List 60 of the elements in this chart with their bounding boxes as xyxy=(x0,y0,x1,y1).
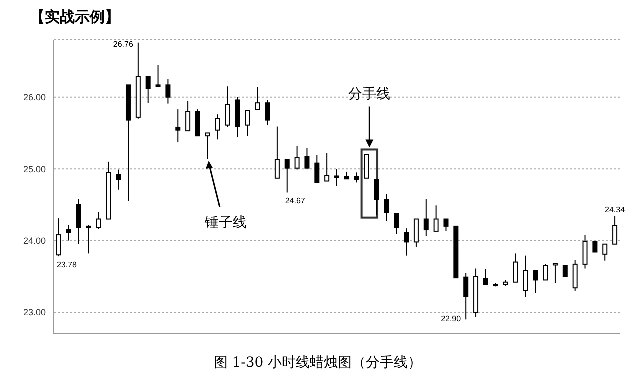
candlestick xyxy=(513,253,518,283)
candlestick xyxy=(166,78,171,104)
candlestick xyxy=(364,154,370,179)
candlestick xyxy=(523,255,528,298)
candlestick xyxy=(255,86,260,110)
caption: 图 1-30 小时线蜡烛图（分手线） xyxy=(212,354,424,372)
candlestick xyxy=(424,198,429,237)
candlestick xyxy=(245,110,250,137)
candlestick xyxy=(215,114,220,140)
candlestick xyxy=(374,179,380,216)
candlestick xyxy=(612,216,618,245)
annotation: 22.90 xyxy=(441,314,462,324)
y-tick-label: 25.00 xyxy=(23,164,46,174)
candlestick xyxy=(96,212,102,230)
candlestick xyxy=(533,270,538,294)
candlestick xyxy=(434,205,439,232)
candlestick xyxy=(572,260,578,292)
candlestick xyxy=(156,64,161,88)
candlestick xyxy=(324,152,330,182)
chart-title: 【实战示例】 xyxy=(29,8,121,28)
candlestick xyxy=(186,100,191,132)
candlestick xyxy=(76,198,82,245)
y-tick-label: 24.00 xyxy=(23,236,46,246)
annotation: 24.34 xyxy=(605,205,626,214)
candlestick xyxy=(552,262,558,284)
candlestick xyxy=(146,76,151,104)
annotation: 23.78 xyxy=(56,260,78,270)
candlestick xyxy=(464,272,469,320)
candlestick xyxy=(582,234,588,270)
candlestick xyxy=(176,109,181,144)
y-tick-label: 23.00 xyxy=(23,308,46,318)
candlestick xyxy=(86,224,92,254)
candlestick xyxy=(562,265,568,278)
candlestick xyxy=(414,218,419,248)
candlestick xyxy=(334,168,340,187)
y-tick-label: 26.00 xyxy=(23,92,46,103)
candlestick xyxy=(404,228,410,256)
candlestick xyxy=(354,172,360,184)
annotation: 26.76 xyxy=(113,40,134,49)
candlestick xyxy=(294,146,300,170)
candlestick xyxy=(274,126,280,179)
candlestick xyxy=(116,169,122,190)
candlestick xyxy=(384,194,390,222)
candlestick xyxy=(483,268,488,286)
candlestick xyxy=(314,154,320,184)
candlestick xyxy=(225,86,230,128)
candlestick xyxy=(304,148,310,169)
candlestick xyxy=(592,241,598,253)
candlestick xyxy=(66,224,72,242)
candlestick xyxy=(394,213,400,235)
candlestick xyxy=(205,132,210,160)
annotation: 锤子线 xyxy=(204,215,247,232)
candlestick xyxy=(444,218,449,232)
candlestick xyxy=(265,100,270,126)
annotation: 分手线 xyxy=(348,86,391,103)
annotation: 24.67 xyxy=(285,196,306,206)
candlestick xyxy=(284,159,290,194)
candlestick xyxy=(602,244,608,262)
candlestick xyxy=(56,218,62,258)
candlestick xyxy=(543,264,548,281)
